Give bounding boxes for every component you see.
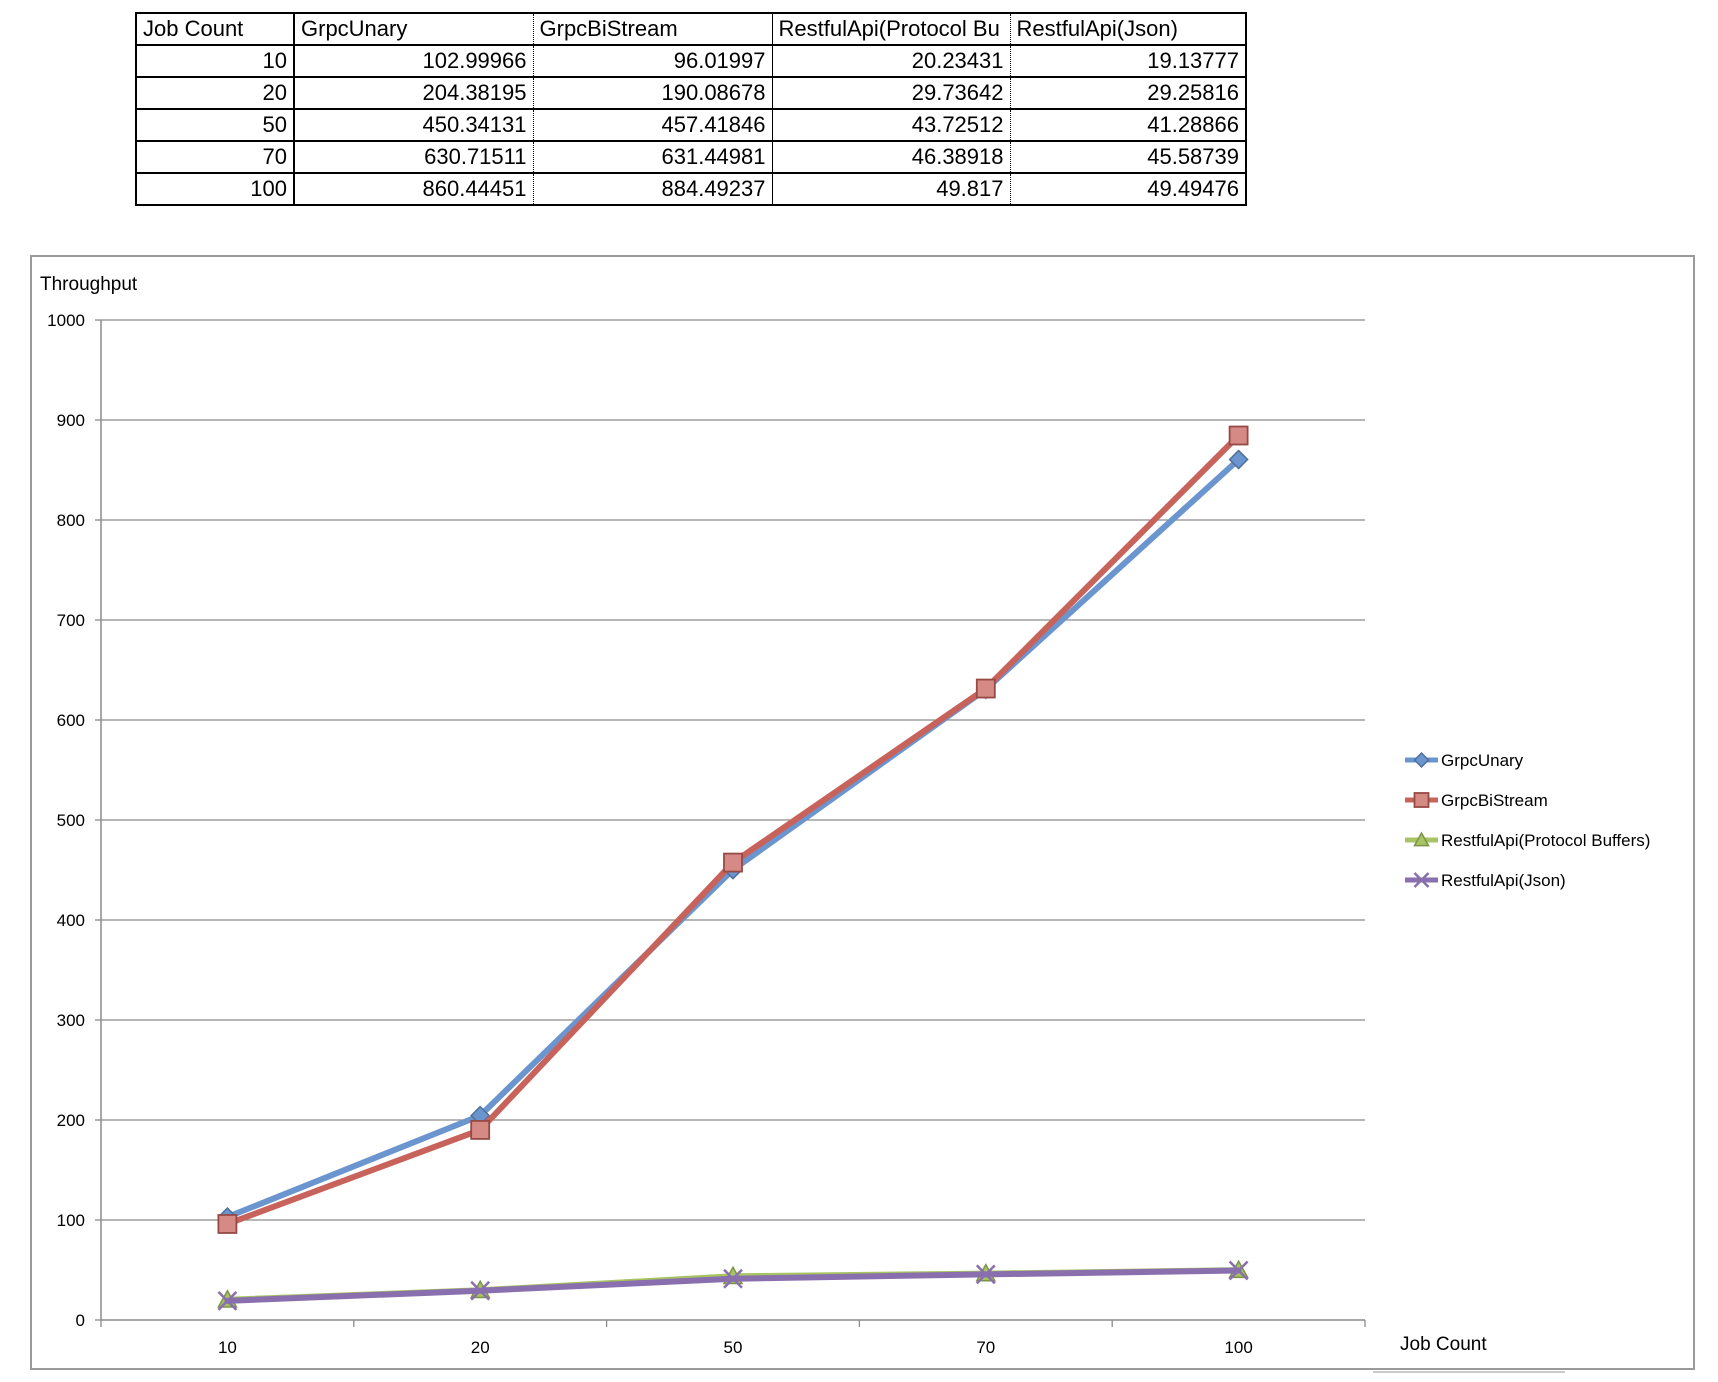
- y-tick-label: 0: [76, 1311, 85, 1330]
- x-tick-label: 100: [1224, 1338, 1252, 1357]
- data-point: [217, 1214, 238, 1234]
- table-header-job-count: Job Count: [136, 13, 295, 46]
- table-cell: 96.01997: [533, 45, 773, 77]
- table-row: 10 102.99966 96.01997 20.23431 19.13777: [136, 45, 1246, 77]
- table-cell: 19.13777: [1147, 48, 1239, 73]
- legend-item: RestfulApi(Json): [1405, 871, 1566, 890]
- series-restfulapi-json-: [217, 1260, 1249, 1311]
- x-tick-label: 50: [724, 1338, 743, 1357]
- y-tick-label: 1000: [47, 311, 85, 330]
- table-cell: 49.817: [772, 172, 1011, 205]
- table-cell: 45.58739: [1010, 140, 1246, 173]
- y-tick-label: 100: [57, 1211, 85, 1230]
- y-tick-label: 600: [57, 711, 85, 730]
- data-point: [1228, 425, 1249, 446]
- series-grpcunary: [217, 449, 1249, 1228]
- table-cell: 70: [136, 140, 295, 173]
- x-tick-label: 70: [976, 1338, 995, 1357]
- table-cell: 102.99966: [294, 45, 534, 77]
- table-header-restful-json: RestfulApi(Json): [1010, 13, 1246, 46]
- series-grpcbistream: [217, 425, 1249, 1234]
- data-point: [470, 1120, 491, 1140]
- table-cell: 860.44451: [294, 172, 534, 205]
- table-header-row: Job Count GrpcUnary GrpcBiStream Restful…: [136, 13, 1246, 46]
- table-cell: 204.38195: [294, 76, 534, 109]
- legend-marker: [1413, 831, 1430, 847]
- table-cell: 20.23431: [772, 45, 1011, 77]
- data-point: [975, 1264, 996, 1285]
- legend-item: GrpcUnary: [1405, 751, 1524, 770]
- series-line: [224, 432, 1242, 1227]
- legend-label: RestfulApi(Protocol Buffers): [1441, 831, 1650, 850]
- x-tick-label: 10: [218, 1338, 237, 1357]
- x-axis-title: Job Count: [1400, 1334, 1487, 1355]
- legend-label: GrpcUnary: [1441, 751, 1524, 770]
- data-point: [723, 852, 743, 873]
- table-cell: 46.38918: [772, 140, 1011, 173]
- table-cell: 43.72512: [772, 108, 1011, 141]
- table-cell: 20: [136, 76, 295, 109]
- data-point: [975, 678, 996, 699]
- table-cell: 29.25816: [1010, 76, 1246, 109]
- table-cell: 630.71511: [294, 140, 534, 173]
- table-cell: 10: [136, 45, 295, 77]
- data-point: [1228, 449, 1249, 470]
- series-restfulapi-protocol-buffers-: [217, 1259, 1249, 1308]
- data-point: [470, 1280, 491, 1301]
- data-table: Job Count GrpcUnary GrpcBiStream Restful…: [135, 12, 1247, 206]
- table-cell: 100: [136, 172, 295, 205]
- table-row: 50 450.34131 457.41846 43.72512 41.28866: [136, 108, 1246, 141]
- y-tick-label: 500: [57, 811, 85, 830]
- y-tick-label: 300: [57, 1011, 85, 1030]
- table-cell: 190.08678: [533, 76, 773, 109]
- table-cell: 49.49476: [1010, 172, 1246, 205]
- y-tick-label: 400: [57, 911, 85, 930]
- legend-label: RestfulApi(Json): [1441, 871, 1566, 890]
- table-cell: 29.73642: [772, 76, 1011, 109]
- table-cell: 41.28866: [1010, 108, 1246, 141]
- legend-marker: [1413, 792, 1430, 808]
- table-header-grpc-bistream: GrpcBiStream: [533, 13, 773, 46]
- table-header-restful-protobuf: RestfulApi(Protocol Bu: [772, 13, 1011, 46]
- legend-item: GrpcBiStream: [1405, 791, 1548, 810]
- y-tick-label: 700: [57, 611, 85, 630]
- y-axis-title: Throughput: [40, 274, 138, 295]
- y-tick-label: 800: [57, 511, 85, 530]
- data-point: [723, 1268, 743, 1289]
- chart-frame: [30, 255, 1695, 1370]
- y-tick-label: 200: [57, 1111, 85, 1130]
- legend-item: RestfulApi(Protocol Buffers): [1405, 831, 1650, 850]
- data-point: [217, 1290, 238, 1311]
- table-cell: 50: [136, 108, 295, 141]
- table-row: 70 630.71511 631.44981 46.38918 45.58739: [136, 140, 1246, 173]
- table-header-grpc-unary: GrpcUnary: [294, 13, 534, 46]
- series-line: [224, 456, 1242, 1221]
- legend-marker: [1413, 872, 1430, 888]
- table-row: 20 204.38195 190.08678 29.73642 29.25816: [136, 76, 1246, 109]
- legend-label: GrpcBiStream: [1441, 791, 1548, 810]
- table-row: 100 860.44451 884.49237 49.817 49.49476: [136, 172, 1246, 205]
- legend-marker: [1413, 751, 1430, 769]
- table-cell: 450.34131: [294, 108, 534, 141]
- table-cell: 884.49237: [533, 172, 773, 205]
- table-cell: 457.41846: [533, 108, 773, 141]
- y-tick-label: 900: [57, 411, 85, 430]
- x-tick-label: 20: [471, 1338, 490, 1357]
- data-point: [1228, 1260, 1249, 1281]
- table-cell: 631.44981: [533, 140, 773, 173]
